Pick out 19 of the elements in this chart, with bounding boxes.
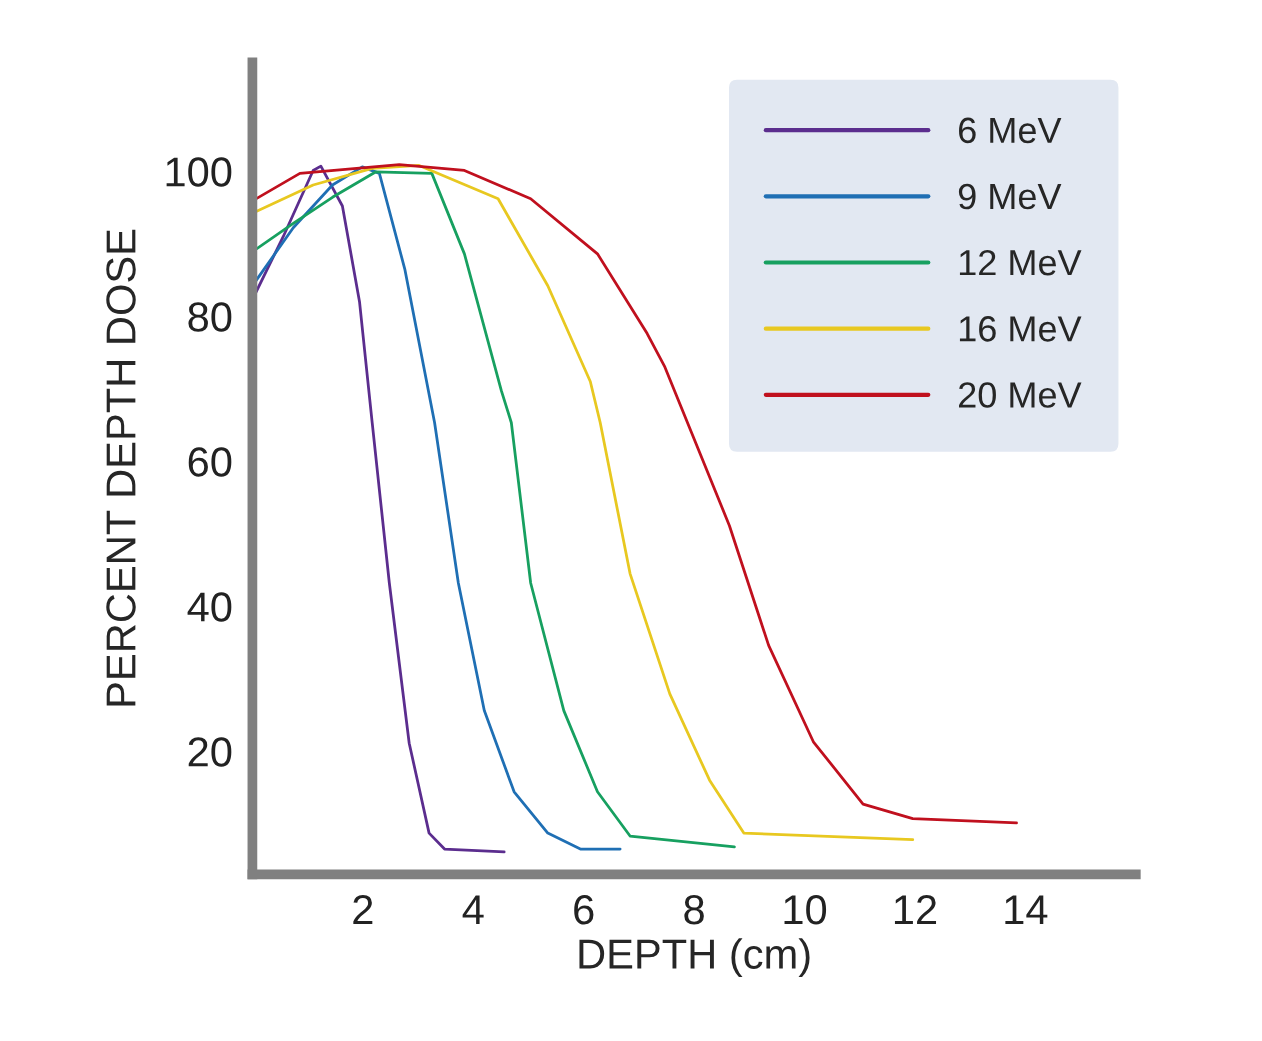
legend-label: 20 MeV	[959, 382, 1082, 408]
x-tick-label: 8	[684, 894, 704, 925]
x-tick-label: 10	[784, 894, 827, 925]
legend-label: 9 MeV	[958, 183, 1062, 210]
y-tick-label: 20	[188, 737, 232, 767]
y-axis-title: PERCENT DEPTH DOSE	[106, 229, 136, 706]
legend-label: 16 MeV	[959, 316, 1082, 342]
x-axis-title: DEPTH (cm)	[579, 938, 810, 978]
x-tick-label: 14	[1005, 895, 1048, 925]
y-tick-label: 80	[188, 302, 232, 332]
legend-label: 6 MeV	[959, 117, 1062, 144]
x-tick-label: 6	[574, 894, 594, 925]
y-tick-label: 100	[166, 157, 232, 187]
y-tick-label: 40	[187, 592, 232, 622]
x-tick-label: 4	[462, 895, 484, 925]
y-tick-label: 60	[188, 447, 232, 477]
x-tick-label: 2	[353, 894, 373, 925]
legend-label: 12 MeV	[959, 249, 1082, 276]
x-tick-label: 12	[894, 894, 937, 925]
